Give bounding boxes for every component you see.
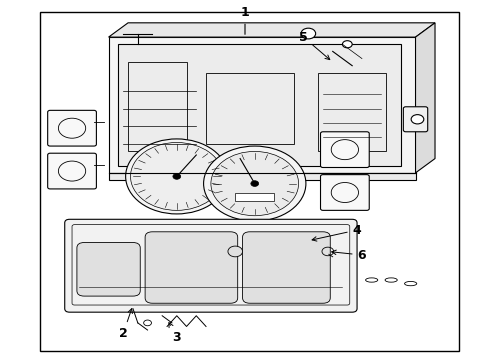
Bar xyxy=(235,193,274,202)
Circle shape xyxy=(203,146,306,221)
Text: 2: 2 xyxy=(119,309,132,340)
Text: 5: 5 xyxy=(299,31,330,60)
Bar xyxy=(128,62,187,152)
Circle shape xyxy=(173,174,181,179)
Circle shape xyxy=(251,181,259,186)
FancyBboxPatch shape xyxy=(403,107,428,132)
FancyBboxPatch shape xyxy=(145,232,238,303)
FancyBboxPatch shape xyxy=(320,132,369,167)
Circle shape xyxy=(125,139,228,214)
Text: 3: 3 xyxy=(169,323,181,344)
Bar xyxy=(109,37,416,173)
Text: 6: 6 xyxy=(332,248,366,261)
FancyBboxPatch shape xyxy=(48,153,97,189)
Text: 1: 1 xyxy=(241,6,249,34)
Bar xyxy=(118,44,401,166)
Polygon shape xyxy=(416,23,435,173)
Circle shape xyxy=(228,246,243,257)
Circle shape xyxy=(130,143,223,210)
Circle shape xyxy=(411,114,424,124)
Bar xyxy=(206,73,294,144)
Circle shape xyxy=(301,28,316,39)
Text: 4: 4 xyxy=(312,224,362,241)
FancyBboxPatch shape xyxy=(65,219,357,312)
Circle shape xyxy=(211,152,298,216)
FancyBboxPatch shape xyxy=(320,175,369,210)
Bar xyxy=(318,73,386,152)
Circle shape xyxy=(343,41,352,48)
Polygon shape xyxy=(109,23,435,37)
FancyBboxPatch shape xyxy=(48,111,97,146)
FancyBboxPatch shape xyxy=(243,232,330,303)
FancyBboxPatch shape xyxy=(77,243,140,296)
Bar xyxy=(40,12,460,351)
Bar xyxy=(109,173,416,180)
